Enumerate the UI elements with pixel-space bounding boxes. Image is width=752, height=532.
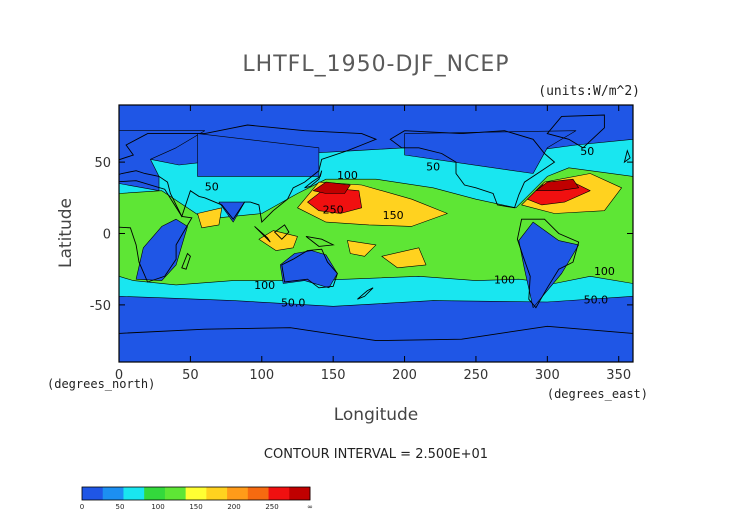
coastline-uk [623,149,631,164]
x-tick-label: 50 [182,368,199,383]
colorbar-swatch [144,487,166,500]
contour-label-5: 100 [494,273,515,286]
colorbar-swatch [164,487,187,500]
coastline-north-america [389,130,556,209]
colorbar-label: 100 [151,503,164,511]
coastline-greenland [546,114,605,149]
colorbar-label: 150 [189,503,202,511]
x-axis-ticks: 0 50 100 150 200 250 300 350 [115,105,631,383]
x-tick-label: 200 [392,368,417,383]
colorbar-swatch [206,487,228,500]
colorbar-swatch [289,487,311,500]
contour-label-2: 150 [383,209,404,222]
field-region-6 [518,221,580,309]
coastline-japan [304,170,323,189]
colorbar-swatch [123,487,145,500]
contour-interval-text: CONTOUR INTERVAL = 2.500E+01 [264,447,488,462]
field-region-14 [347,240,377,257]
plot-area: 100 250 150 100 50.0 100 100 50.0 50 50 50 [119,105,633,362]
units-label: (units:W/m^2) [538,84,640,99]
colorbar-label: 50 [116,503,125,511]
x-tick-label: 100 [249,368,274,383]
y-axis-ticks: -50 0 50 [90,156,633,314]
x-tick-label: 300 [535,368,560,383]
colorbar-swatch [247,487,269,500]
y-tick-label: 0 [103,228,111,243]
colorbar-label: 0 [80,503,84,511]
field-region-17 [312,181,351,194]
colorbar-label: 200 [227,503,240,511]
coastline-australia [281,248,338,289]
chart-title: LHTFL_1950-DJF_NCEP [242,52,509,77]
coastline-borneo [273,224,290,240]
field-region-5 [135,218,188,281]
colorbar-swatch [102,487,124,500]
coastline-new-guinea [305,235,335,247]
colorbar-label: ∞ [307,503,313,511]
field-layer [119,105,633,362]
x-tick-label: 0 [115,368,123,383]
coastline-south-america [516,218,580,309]
x-tick-label: 250 [464,368,489,383]
field-region-11 [197,207,223,229]
contour-label-9: 50 [580,145,594,158]
field-region-12 [258,230,298,251]
contour-label-7: 50.0 [584,293,609,306]
contour-label-4: 50.0 [281,296,306,309]
colorbar-frame [81,486,311,501]
contour-label-10: 50 [426,161,440,174]
x-axis-label: Longitude [334,405,419,425]
colorbar-label: 250 [265,503,278,511]
contour-label-6: 100 [594,265,615,278]
x-units-label: (degrees_east) [547,387,648,401]
field-region-8 [218,201,245,223]
coastline-layer [119,114,633,362]
coastline-sumatra [254,226,271,243]
x-tick-label: 150 [321,368,346,383]
field-region-2 [197,133,320,177]
y-axis-label: Latitude [56,198,76,268]
y-tick-label: -50 [90,299,111,314]
contour-label-8: 50 [205,181,219,194]
y-tick-label: 50 [94,156,111,171]
colorbar-swatch [268,487,290,500]
colorbar: 0 50 100 150 200 250 ∞ [80,486,313,511]
x-tick-label: 350 [606,368,631,383]
coastline-madagascar [181,252,191,270]
colorbar-swatch [185,487,207,500]
contour-labels: 100 250 150 100 50.0 100 100 50.0 50 50 50 [205,145,615,309]
colorbar-swatch [227,487,249,500]
field-region-13 [381,247,427,269]
coastline-antarctica [119,325,633,362]
contour-label-0: 100 [337,169,358,182]
y-units-label: (degrees_north) [47,377,155,391]
colorbar-swatch [82,487,104,500]
field-region-3 [404,130,577,174]
field-region-18 [535,178,580,191]
contour-label-3: 100 [254,279,275,292]
field-region-1 [119,130,205,191]
coastline-eurasia [119,124,378,224]
coastline-africa [119,180,193,283]
coastline-new-zealand [357,287,374,300]
contour-label-1: 250 [323,204,344,217]
